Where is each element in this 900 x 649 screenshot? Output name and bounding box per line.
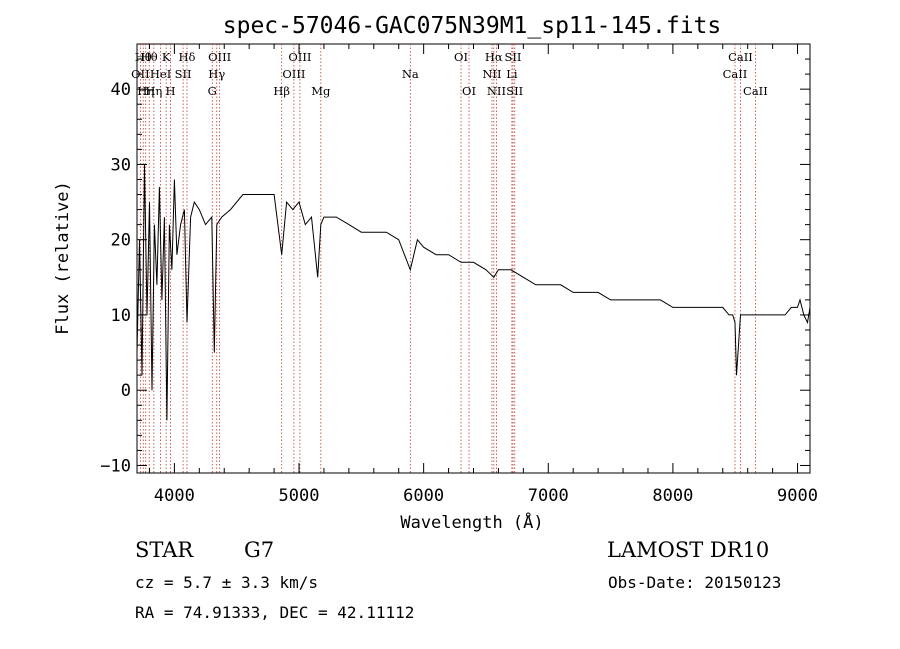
observation-date: Obs-Date: 20150123 bbox=[608, 573, 782, 592]
y-tick-label: −10 bbox=[100, 456, 131, 476]
line-marker-label: Na bbox=[402, 67, 419, 81]
x-tick-label: 8000 bbox=[652, 486, 693, 506]
line-marker-label: G bbox=[208, 84, 217, 98]
line-marker-label: Hη bbox=[145, 84, 162, 98]
y-axis-ticks: −10 0 10 20 30 40 bbox=[100, 58, 810, 476]
x-tick-label: 6000 bbox=[403, 486, 444, 506]
y-tick-label: 0 bbox=[121, 381, 131, 401]
object-class: STAR bbox=[135, 538, 194, 562]
line-marker-label: Hθ bbox=[135, 50, 152, 64]
line-marker-label: K bbox=[162, 50, 171, 64]
line-marker-label: Hα bbox=[485, 50, 503, 64]
line-marker-label: NII bbox=[482, 67, 501, 81]
coordinates-readout: RA = 74.91333, DEC = 42.11112 bbox=[135, 603, 415, 622]
plot-frame bbox=[136, 43, 811, 474]
line-marker-label: CaII bbox=[743, 84, 768, 98]
line-marker-label: Hγ bbox=[208, 67, 225, 81]
x-axis-label: Wavelength (Å) bbox=[400, 511, 543, 533]
line-marker-label: Hη bbox=[137, 84, 154, 98]
line-marker-label: HeI bbox=[150, 67, 171, 81]
redshift-readout: cz = 5.7 ± 3.3 km/s bbox=[135, 573, 319, 592]
line-marker-label: SII bbox=[175, 67, 192, 81]
line-marker-label: OI bbox=[454, 50, 468, 64]
line-marker-label: Hβ bbox=[273, 84, 290, 98]
line-marker-label: OIII bbox=[282, 67, 305, 81]
line-marker-label: OIII bbox=[208, 50, 231, 64]
line-marker-label: CaII bbox=[728, 50, 753, 64]
line-marker-label: Mg bbox=[311, 84, 331, 98]
chart-title: spec-57046-GAC075N39M1_sp11-145.fits bbox=[223, 13, 722, 39]
y-tick-label: 30 bbox=[111, 155, 131, 175]
line-marker-labels: OIIHθHηHθHηHeIKHSIIHδGHγOIIIHβOIIIOIIIMg… bbox=[131, 50, 768, 98]
line-marker-label: SII bbox=[506, 84, 523, 98]
spectrum-line bbox=[136, 164, 811, 421]
object-subclass: G7 bbox=[244, 538, 275, 562]
line-marker-label: OI bbox=[462, 84, 476, 98]
line-marker-label: Hδ bbox=[178, 50, 195, 64]
line-marker-label: Hθ bbox=[141, 50, 158, 64]
line-marker-label: NII bbox=[487, 84, 506, 98]
line-marker-label: SII bbox=[505, 50, 522, 64]
line-markers bbox=[139, 44, 756, 473]
x-tick-label: 7000 bbox=[528, 486, 569, 506]
x-tick-label: 4000 bbox=[154, 486, 195, 506]
y-tick-label: 40 bbox=[111, 80, 131, 100]
x-axis-ticks: 4000 5000 6000 7000 8000 9000 bbox=[148, 44, 818, 506]
x-tick-label: 9000 bbox=[777, 486, 818, 506]
line-marker-label: CaII bbox=[723, 67, 748, 81]
line-marker-label: Li bbox=[506, 67, 518, 81]
survey-name: LAMOST DR10 bbox=[607, 538, 770, 562]
y-tick-label: 10 bbox=[111, 306, 131, 326]
y-tick-label: 20 bbox=[111, 231, 131, 251]
line-marker-label: H bbox=[166, 84, 176, 98]
x-tick-label: 5000 bbox=[279, 486, 320, 506]
y-axis-label: Flux (relative) bbox=[53, 181, 73, 335]
line-marker-label: OIII bbox=[288, 50, 311, 64]
